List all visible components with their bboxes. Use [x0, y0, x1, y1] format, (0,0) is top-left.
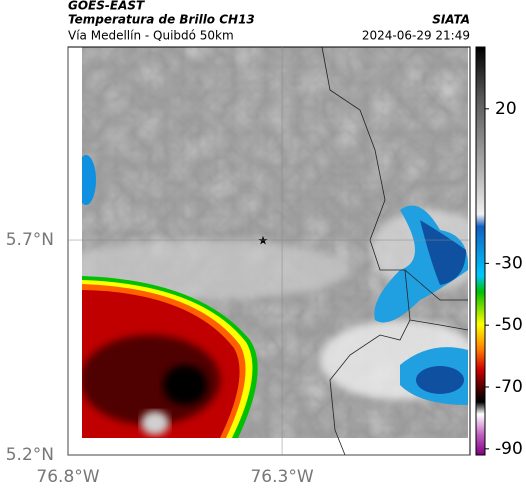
imagery: [82, 47, 468, 438]
org: SIATA: [432, 13, 470, 27]
colorbar: [475, 46, 486, 456]
colorbar-tick-label: -90: [495, 439, 523, 459]
timestamp: 2024-06-29 21:49: [362, 29, 470, 43]
city-marker: ★: [258, 234, 269, 248]
colorbar-tick-label: -30: [495, 253, 523, 273]
x-tick-label: 76.8°W: [36, 467, 99, 487]
y-tick-label: 5.2°N: [6, 445, 54, 465]
x-tick-label: 76.3°W: [250, 467, 313, 487]
route: Vía Medellín - Quibdó 50km: [68, 29, 234, 43]
colorbar-tick-label: -50: [495, 315, 523, 335]
product: Temperatura de Brillo CH13: [68, 13, 255, 27]
y-tick-label: 5.7°N: [6, 230, 54, 250]
source: GOES-EAST: [68, 0, 145, 13]
colorbar-tick-label: -70: [495, 377, 523, 397]
colorbar-tick-label: 20: [495, 99, 517, 119]
border: [404, 269, 469, 331]
